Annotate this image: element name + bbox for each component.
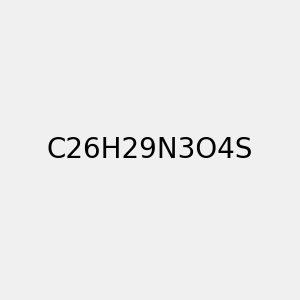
Text: C26H29N3O4S: C26H29N3O4S [47,136,253,164]
